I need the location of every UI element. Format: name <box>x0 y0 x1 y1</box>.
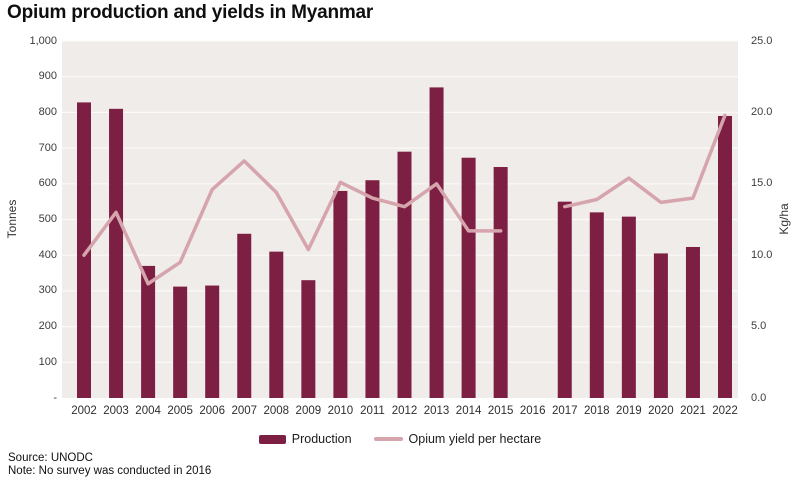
legend-label-production: Production <box>291 432 352 446</box>
y-axis-tick-left: 900 <box>38 70 57 83</box>
y-axis-tick-left: 1,000 <box>29 34 57 47</box>
production-bar-2017 <box>557 201 572 398</box>
production-bar-2005 <box>173 286 188 398</box>
yield-line-segment <box>82 159 503 286</box>
legend-item-yield: Opium yield per hectare <box>373 432 542 446</box>
yield-line-segment <box>563 113 727 209</box>
x-axis-tick-2012: 2012 <box>391 405 418 417</box>
x-axis-tick-2021: 2021 <box>680 405 706 417</box>
y-axis-tick-right: 20.0 <box>751 105 773 118</box>
note-text: Note: No survey was conducted in 2016 <box>8 465 212 477</box>
production-bar-2003 <box>109 108 124 398</box>
x-axis-tick-2015: 2015 <box>487 405 514 417</box>
x-axis-tick-2010: 2010 <box>327 405 354 417</box>
production-bar-2022 <box>718 115 732 398</box>
production-bar-2007 <box>237 233 252 398</box>
production-bar-2009 <box>301 280 316 398</box>
production-bar-2002 <box>77 102 91 399</box>
x-axis-tick-2013: 2013 <box>423 405 450 417</box>
y-axis-tick-right: 15.0 <box>751 177 773 190</box>
x-axis-tick-2004: 2004 <box>135 405 161 417</box>
y-axis-tick-left: - <box>53 391 57 404</box>
x-axis-tick-2016: 2016 <box>519 405 546 417</box>
x-axis-tick-2006: 2006 <box>199 405 225 417</box>
left-axis-title: Tonnes <box>5 199 19 239</box>
yield-line-swatch <box>373 437 403 441</box>
y-axis-tick-left: 100 <box>38 355 57 368</box>
right-axis-title: Kg/ha <box>777 203 791 235</box>
x-axis-tick-2005: 2005 <box>167 405 193 417</box>
y-axis-tick-left: 200 <box>38 320 57 333</box>
production-bar-2019 <box>621 216 636 398</box>
chart-title: Opium production and yields in Myanmar <box>7 2 374 23</box>
legend-item-production: Production <box>258 432 352 446</box>
production-bar-2013 <box>429 87 444 398</box>
x-axis-tick-2019: 2019 <box>616 405 642 417</box>
production-bar-2010 <box>333 190 348 398</box>
production-bar-2014 <box>461 157 476 398</box>
y-axis-tick-right: 10.0 <box>751 248 773 261</box>
production-bar-2012 <box>397 151 412 398</box>
y-axis-tick-left: 400 <box>38 248 57 261</box>
y-axis-tick-left: 500 <box>38 213 57 225</box>
y-axis-tick-left: 700 <box>38 141 57 154</box>
x-axis-tick-2018: 2018 <box>584 405 610 417</box>
x-axis-tick-2017: 2017 <box>551 405 578 417</box>
production-bar-2004 <box>141 265 156 398</box>
x-axis-tick-2022: 2022 <box>712 405 738 417</box>
y-axis-tick-left: 800 <box>38 105 57 118</box>
production-bar-2015 <box>493 167 508 398</box>
production-bar-2021 <box>685 246 700 398</box>
production-bar-2008 <box>269 251 284 398</box>
x-axis-tick-2020: 2020 <box>648 405 674 417</box>
source-text: Source: UNODC <box>8 452 93 464</box>
y-axis-tick-left: 300 <box>38 284 57 297</box>
footer: Source: UNODC Note: No survey was conduc… <box>8 452 211 478</box>
x-axis-tick-2011: 2011 <box>360 405 385 417</box>
x-axis-tick-2003: 2003 <box>103 405 129 417</box>
x-axis-tick-2014: 2014 <box>455 405 482 417</box>
legend: Production Opium yield per hectare <box>0 432 800 446</box>
x-axis-tick-2008: 2008 <box>263 405 290 417</box>
y-axis-tick-right: 5.0 <box>751 320 767 333</box>
production-bar-2011 <box>365 180 380 398</box>
y-axis-tick-left: 600 <box>38 177 57 190</box>
production-bar-2006 <box>205 285 220 398</box>
x-axis-tick-2009: 2009 <box>295 405 322 417</box>
x-axis-tick-2007: 2007 <box>231 405 258 417</box>
x-axis-tick-2002: 2002 <box>71 405 97 417</box>
production-bar-2020 <box>653 253 668 398</box>
y-axis-tick-right: 25.0 <box>751 34 773 47</box>
y-axis-tick-right: 0.0 <box>751 391 767 404</box>
legend-label-yield: Opium yield per hectare <box>408 432 542 446</box>
production-bar-swatch <box>258 434 286 444</box>
production-bar-2018 <box>589 212 604 398</box>
